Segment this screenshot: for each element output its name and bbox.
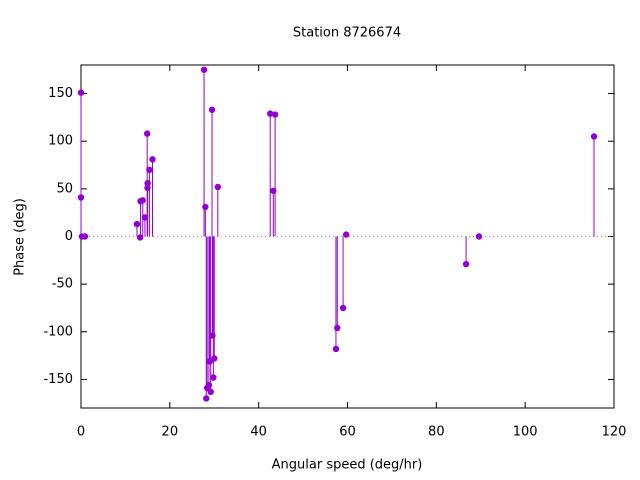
- y-tick-label: -100: [43, 324, 73, 339]
- point: [141, 214, 149, 221]
- point: [139, 197, 146, 204]
- x-tick-label: 40: [250, 425, 267, 440]
- y-tick-label: -150: [43, 372, 73, 387]
- point: [332, 345, 340, 353]
- point: [133, 220, 141, 228]
- point: [202, 203, 209, 211]
- point: [143, 130, 151, 137]
- x-tick-label: 120: [602, 425, 627, 440]
- point: [207, 388, 214, 396]
- point: [136, 234, 144, 241]
- point: [271, 111, 279, 118]
- point: [200, 66, 208, 73]
- y-tick-label: 0: [65, 229, 73, 244]
- y-tick-label: 150: [48, 86, 73, 101]
- point: [342, 231, 350, 238]
- chart-title: Station 8726674: [293, 26, 401, 41]
- point: [211, 355, 218, 362]
- x-tick-label: 80: [428, 425, 445, 440]
- point: [214, 183, 222, 191]
- point: [208, 106, 216, 113]
- x-tick-label: 20: [162, 425, 179, 440]
- point: [77, 89, 85, 96]
- y-axis-label: Phase (deg): [13, 198, 28, 276]
- point: [334, 324, 341, 332]
- x-tick-label: 60: [339, 425, 356, 440]
- point: [267, 110, 274, 117]
- point: [81, 233, 89, 240]
- x-tick-label: 0: [77, 425, 85, 440]
- x-tick-label: 100: [513, 425, 538, 440]
- point: [77, 194, 85, 201]
- point: [149, 156, 156, 163]
- point: [590, 133, 598, 140]
- point: [203, 395, 210, 402]
- point: [462, 260, 470, 268]
- point: [210, 374, 217, 381]
- y-tick-label: -50: [52, 277, 73, 292]
- x-axis-label: Angular speed (deg/hr): [272, 458, 423, 473]
- point: [339, 304, 347, 312]
- y-tick-label: 50: [56, 181, 73, 196]
- point: [146, 166, 153, 174]
- y-tick-label: 100: [48, 134, 73, 149]
- point: [475, 233, 483, 240]
